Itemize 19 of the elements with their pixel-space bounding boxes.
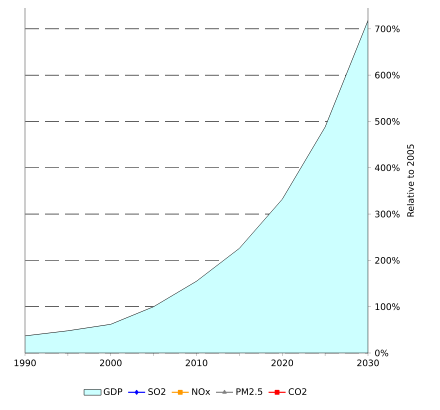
x-tick-label: 2010	[186, 360, 208, 366]
x-tick-label: 1990	[14, 360, 36, 366]
y-axis-title: Relative to 2005	[406, 144, 414, 216]
y-tick-label: 0%	[375, 350, 388, 356]
y-tick-label: 400%	[374, 164, 400, 172]
y-tick-label: 700%	[375, 25, 400, 32]
legend-label: PM2.5	[236, 388, 262, 396]
x-tick-label: 2030	[357, 360, 379, 366]
y-tick-label: 200%	[375, 256, 400, 264]
x-tick-label: 2000	[100, 360, 122, 366]
legend-label: SO2	[148, 388, 166, 396]
y-tick-label: 500%	[375, 118, 400, 125]
legend-label: CO2	[288, 388, 306, 396]
y-tick-label: 300%	[375, 210, 400, 218]
y-tick-label: 100%	[375, 303, 400, 310]
x-tick-label: 2020	[271, 360, 294, 366]
legend-label: NOx	[192, 388, 210, 396]
y-tick-label: 600%	[375, 72, 400, 79]
legend-label: GDP	[104, 388, 122, 396]
